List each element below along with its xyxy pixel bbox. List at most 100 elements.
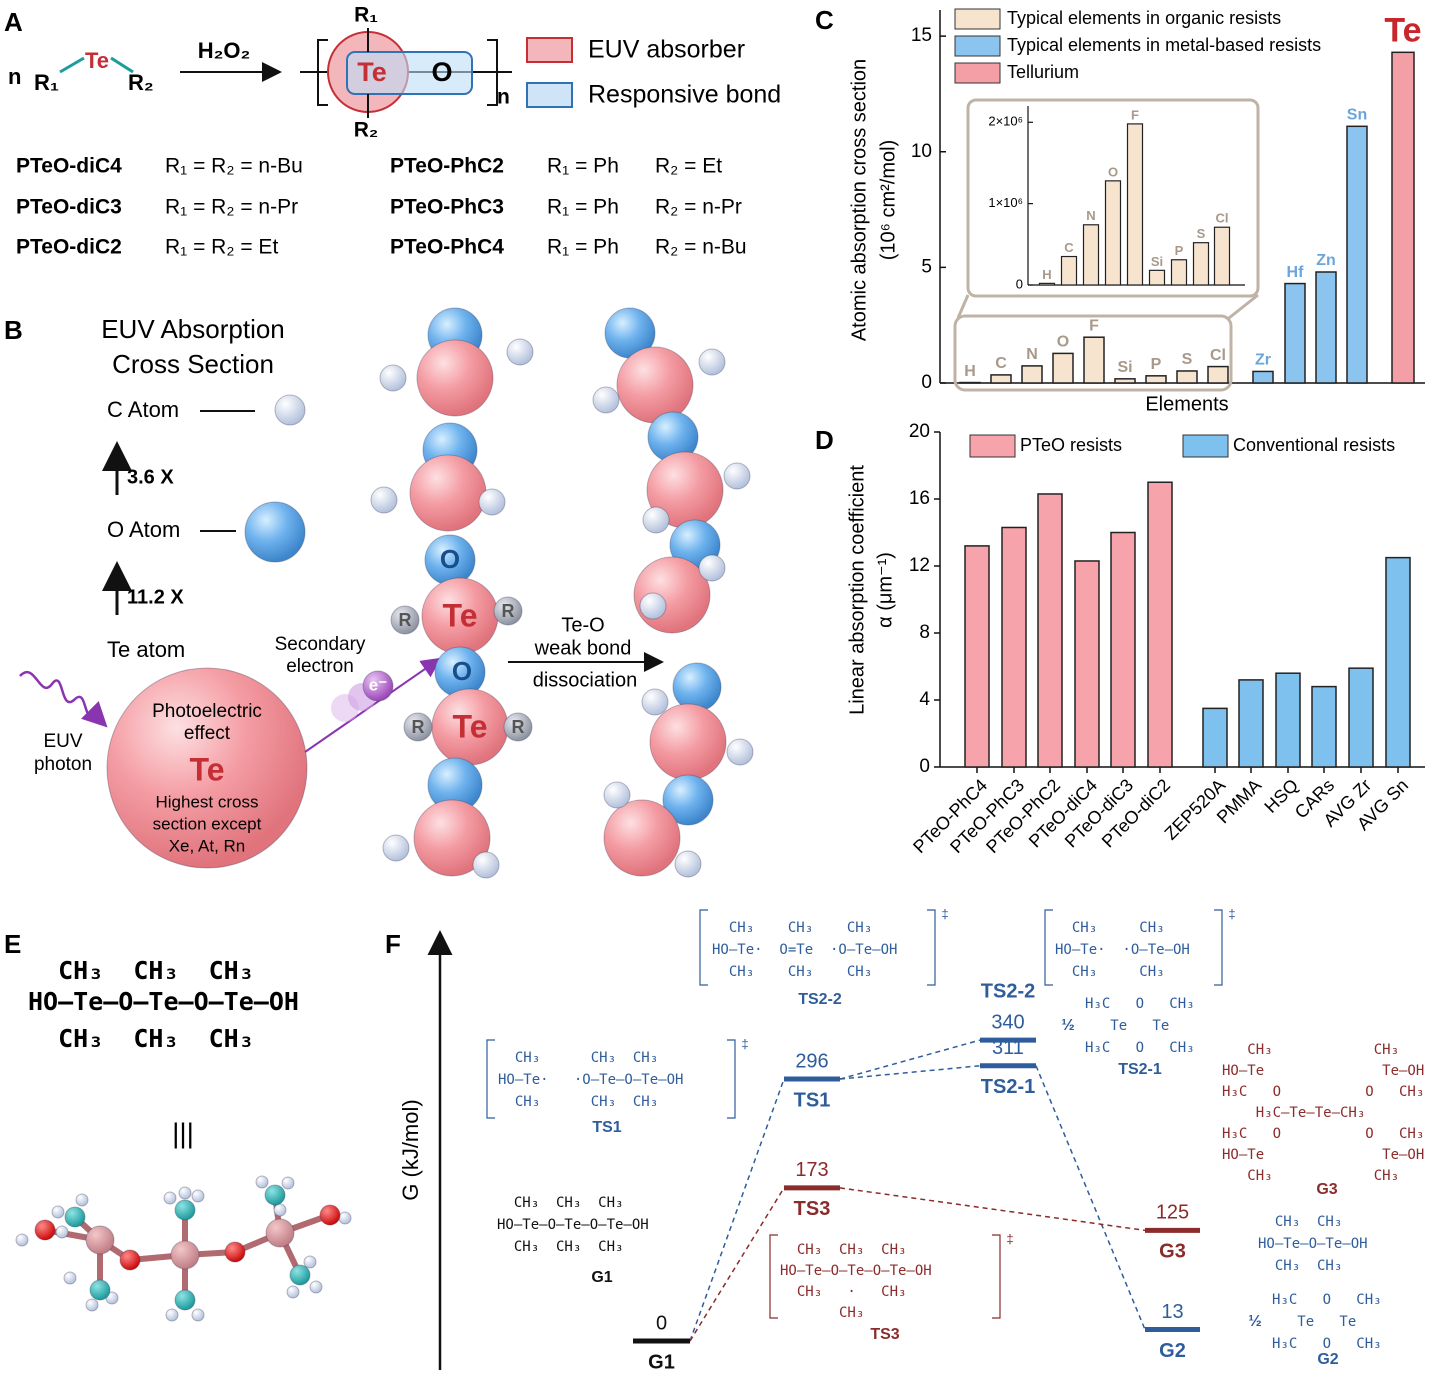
label: R xyxy=(512,717,525,737)
polymer-formula: R₁ = Ph xyxy=(547,236,619,259)
label: C Atom xyxy=(107,397,179,422)
label: Te xyxy=(357,57,387,87)
panel-letter: A xyxy=(4,7,23,37)
bar xyxy=(1391,51,1415,384)
hydrogen xyxy=(255,1175,269,1189)
energy-value: 13 xyxy=(1161,1301,1183,1323)
carbon xyxy=(264,1184,286,1206)
bar xyxy=(1001,526,1027,768)
label: O Atom xyxy=(107,517,180,542)
formula-line: HO–Te–O–Te–O–Te–OH xyxy=(28,987,299,1016)
legend-swatch xyxy=(526,37,573,63)
carbon xyxy=(174,1289,196,1311)
structure-caption: TS1 xyxy=(592,1119,621,1136)
atom-sphere xyxy=(493,596,523,626)
polymer-name: PTeO-PhC3 xyxy=(390,196,504,219)
structure-line: CH₃ CH₃ CH₃ xyxy=(712,964,872,980)
legend-swatch xyxy=(954,8,1001,30)
atom-sphere xyxy=(672,662,722,712)
bar-label: Si xyxy=(1151,254,1163,269)
label: Xe, At, Rn xyxy=(169,836,246,855)
bar xyxy=(1348,667,1374,768)
carbon xyxy=(64,1206,86,1228)
polymer-formula: R₁ = R₂ = n-Pr xyxy=(165,196,298,219)
hydrogen xyxy=(178,1186,192,1200)
level-name: TS2-2 xyxy=(981,980,1035,1002)
structure-line: H₃C O CH₃ xyxy=(1085,996,1195,1012)
polymer-formula: R₁ = Ph xyxy=(547,155,619,178)
label: R₁ xyxy=(34,70,59,95)
structure-caption: G2 xyxy=(1317,1351,1338,1368)
structure-line: H₃C O O CH₃ xyxy=(1222,1126,1424,1142)
atom-sphere xyxy=(478,488,506,516)
bar-label: S xyxy=(1197,226,1206,241)
zoom-line xyxy=(956,294,970,319)
atom-sphere xyxy=(382,834,410,862)
structure-line: CH₃ CH₃ xyxy=(1055,920,1165,936)
legend-label: PTeO resists xyxy=(1020,435,1122,455)
atom-sphere xyxy=(413,799,491,877)
ts-mark: ‡ xyxy=(741,1036,748,1051)
formula-line: CH₃ CH₃ CH₃ xyxy=(28,956,254,985)
label: R xyxy=(412,717,425,737)
label: electron xyxy=(286,656,354,677)
label: R₁ xyxy=(354,4,378,27)
oxygen xyxy=(319,1204,341,1226)
label: R₂ xyxy=(128,70,154,95)
structure-caption: TS2-1 xyxy=(1118,1061,1162,1078)
bar-label: Hf xyxy=(1287,264,1305,281)
label: 3.6 X xyxy=(127,466,174,488)
bar xyxy=(964,545,990,768)
legend-swatch xyxy=(1182,434,1229,458)
bar xyxy=(1037,493,1063,768)
bar-label: H xyxy=(1042,267,1051,282)
ts-mark: ‡ xyxy=(941,906,948,921)
legend-label: Typical elements in organic resists xyxy=(1007,8,1281,28)
bracket xyxy=(317,39,498,106)
polymer-formula: R₁ = Ph xyxy=(547,196,619,219)
label: R₂ xyxy=(354,119,379,142)
atom-sphere xyxy=(603,781,631,809)
level-name: TS3 xyxy=(794,1198,831,1220)
tellurium xyxy=(85,1225,115,1255)
y-tick-label: 12 xyxy=(909,555,930,576)
label: O xyxy=(431,57,452,87)
label: Te xyxy=(443,597,478,633)
bar xyxy=(990,374,1012,384)
structure-line: HO–Te Te–OH xyxy=(1222,1063,1424,1079)
y-tick-label: 16 xyxy=(909,488,930,509)
y-axis-label: α (μm⁻¹) xyxy=(874,552,896,628)
bracket xyxy=(769,1234,1001,1319)
tellurium xyxy=(170,1240,200,1270)
bar xyxy=(1284,282,1306,384)
bar-label: Sn xyxy=(1347,107,1367,124)
bar xyxy=(1202,707,1228,768)
y-tick-label: 8 xyxy=(919,622,930,643)
carbon xyxy=(174,1199,196,1221)
bar xyxy=(1021,365,1043,384)
y-axis-label: Atomic absorption cross section xyxy=(848,59,870,341)
label: weak bond xyxy=(534,637,632,659)
hydrogen xyxy=(163,1191,177,1205)
energy-value: 0 xyxy=(656,1312,667,1334)
bar xyxy=(1038,282,1056,286)
bar xyxy=(1052,352,1074,384)
atom-sphere xyxy=(370,486,398,514)
hydrogen xyxy=(15,1233,29,1247)
label: R xyxy=(502,601,515,621)
structure-caption: TS2-2 xyxy=(798,991,842,1008)
polymer-formula: R₁ = R₂ = n-Bu xyxy=(165,155,303,178)
atom-sphere xyxy=(616,346,694,424)
panel-letter: C xyxy=(815,5,834,35)
y-tick-label: 0 xyxy=(919,756,930,777)
structure-line: Te Te xyxy=(1085,1018,1169,1034)
polymer-formula: R₂ = n-Bu xyxy=(655,236,747,259)
legend-label: Typical elements in metal-based resists xyxy=(1007,35,1321,55)
bracket xyxy=(1044,909,1223,986)
bar xyxy=(1147,481,1173,768)
bar xyxy=(1114,378,1136,384)
bar xyxy=(1082,224,1100,286)
bar-label: S xyxy=(1182,351,1193,368)
bar-label: P xyxy=(1175,243,1184,258)
